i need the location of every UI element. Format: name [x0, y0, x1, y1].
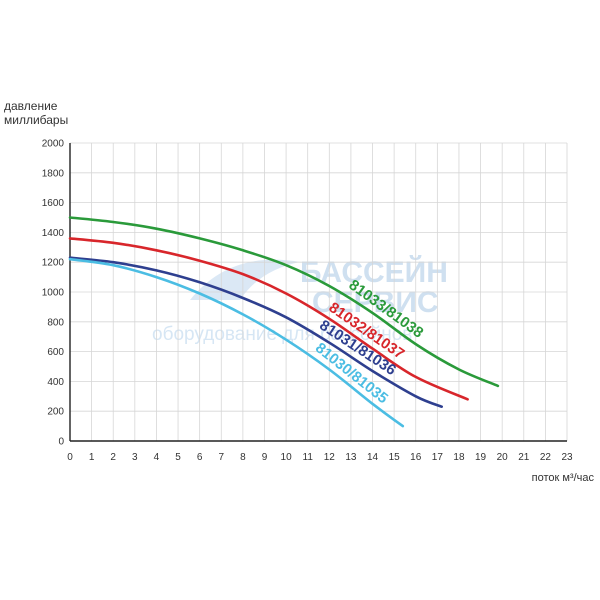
y-tick-label: 1000: [42, 288, 65, 299]
x-tick-label: 22: [540, 452, 552, 463]
y-tick-labels: 0 200 400 600 800 1000 1200 1400 1600 1800 2000: [42, 139, 65, 448]
axes: [69, 143, 567, 442]
y-tick-label: 1800: [42, 168, 65, 179]
y-tick-label: 800: [47, 317, 64, 328]
x-tick-label: 20: [497, 452, 509, 463]
y-axis-label-line-1: давление: [4, 99, 58, 113]
y-tick-label: 1600: [42, 198, 65, 209]
watermark: БАССЕЙН СЕРВИС оборудование для бассейно…: [152, 255, 448, 345]
y-tick-label: 600: [47, 347, 64, 358]
x-tick-label: 21: [518, 452, 530, 463]
x-tick-label: 10: [281, 452, 293, 463]
x-tick-label: 16: [410, 452, 422, 463]
x-tick-label: 8: [240, 452, 246, 463]
series-line-1: [68, 216, 500, 388]
y-tick-label: 1400: [42, 228, 65, 239]
x-tick-label: 0: [67, 452, 73, 463]
x-tick-label: 4: [154, 452, 160, 463]
x-tick-label: 14: [367, 452, 379, 463]
x-tick-label: 11: [303, 452, 314, 463]
x-tick-label: 15: [389, 452, 401, 463]
x-tick-label: 23: [561, 452, 573, 463]
x-tick-label: 2: [110, 452, 116, 463]
watermark-line-1: БАССЕЙН: [300, 255, 448, 289]
y-tick-label: 2000: [42, 139, 65, 150]
x-tick-label: 5: [175, 452, 181, 463]
series-line-3: [68, 256, 443, 408]
grid: [69, 142, 568, 442]
y-axis-label-line-2: миллибары: [4, 113, 68, 127]
x-tick-label: 13: [345, 452, 357, 463]
x-tick-label: 18: [453, 452, 465, 463]
y-tick-label: 400: [47, 377, 64, 388]
x-tick-label: 7: [218, 452, 224, 463]
y-tick-label: 200: [47, 407, 64, 418]
y-tick-label: 0: [58, 437, 64, 448]
x-tick-label: 17: [432, 452, 444, 463]
series-line-4: [68, 257, 405, 428]
x-axis-label: поток м³/час: [532, 472, 595, 484]
watermark-line-3: оборудование для бассейнов: [152, 324, 412, 345]
x-tick-labels: 0 1 2 3 4 5 6 7 8 9 10 11 12 13 14 15 16 17 18 19 20 21 22 23: [67, 452, 573, 463]
x-tick-label: 12: [324, 452, 336, 463]
x-tick-label: 6: [197, 452, 203, 463]
x-tick-label: 19: [475, 452, 487, 463]
watermark-logo-swoosh: [190, 259, 300, 300]
series-lines: [68, 216, 500, 428]
series-line-2: [68, 237, 469, 401]
x-tick-label: 1: [89, 452, 95, 463]
y-tick-label: 1200: [42, 258, 65, 269]
x-tick-label: 3: [132, 452, 138, 463]
x-tick-label: 9: [262, 452, 268, 463]
